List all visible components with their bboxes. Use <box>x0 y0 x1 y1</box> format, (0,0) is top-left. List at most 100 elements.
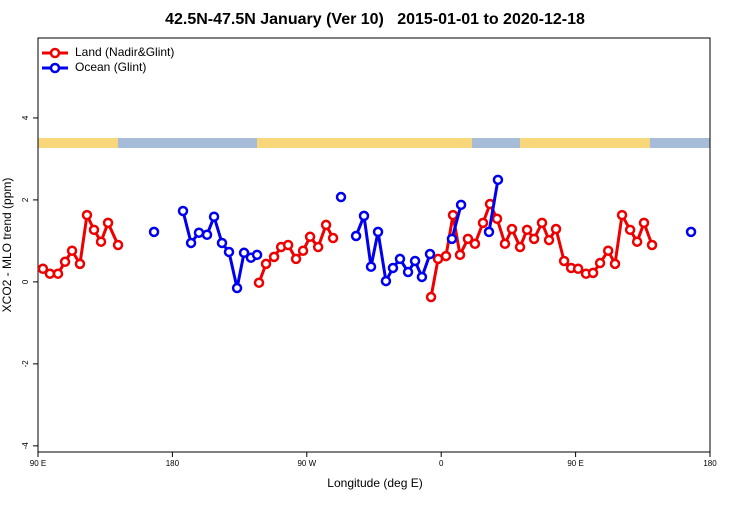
point <box>602 245 614 256</box>
point <box>594 257 606 269</box>
point <box>484 198 496 210</box>
plot-frame <box>37 37 711 453</box>
x-tick-label: 180 <box>166 459 180 468</box>
point <box>297 245 309 256</box>
point <box>492 174 504 186</box>
legend-marker <box>49 47 61 59</box>
land-band <box>38 138 118 148</box>
point <box>335 191 347 203</box>
point <box>327 232 339 244</box>
point <box>402 266 414 278</box>
point <box>416 271 428 283</box>
point <box>112 239 124 251</box>
point <box>558 255 570 267</box>
point <box>37 263 49 275</box>
point <box>491 213 503 225</box>
point <box>514 241 526 253</box>
y-tick-label: 0 <box>21 279 30 284</box>
point <box>646 239 658 251</box>
point <box>282 239 294 251</box>
point <box>543 234 555 246</box>
x-axis-label: Longitude (deg E) <box>327 476 422 490</box>
point <box>193 227 205 238</box>
point <box>440 250 452 262</box>
x-tick-label: 90 W <box>297 459 316 468</box>
point <box>358 210 370 222</box>
point <box>477 217 489 229</box>
point <box>185 237 197 249</box>
y-tick-label: -2 <box>21 360 30 368</box>
point <box>528 233 540 245</box>
point <box>469 238 481 250</box>
land-mask-strip <box>38 138 710 148</box>
point <box>320 219 332 231</box>
point <box>638 217 650 229</box>
point <box>216 237 228 249</box>
point <box>455 199 467 211</box>
point <box>685 226 697 238</box>
point <box>268 251 280 263</box>
point <box>66 245 78 256</box>
point <box>350 230 362 242</box>
point <box>290 253 302 265</box>
x-tick-label: 90 E <box>30 459 46 468</box>
point <box>425 291 437 303</box>
point <box>550 223 562 235</box>
point <box>44 268 56 279</box>
legend-label: Land (Nadir&Glint) <box>75 45 174 59</box>
point <box>380 275 392 287</box>
point <box>52 268 64 279</box>
point <box>536 217 548 229</box>
x-tick-label: 90 E <box>567 459 583 468</box>
series-line <box>42 200 654 298</box>
point <box>231 282 243 294</box>
point <box>148 226 160 238</box>
point <box>304 231 316 243</box>
point <box>312 241 324 253</box>
point <box>483 226 495 238</box>
legend-label: Ocean (Glint) <box>75 60 146 74</box>
legend-marker <box>49 62 61 74</box>
point <box>447 209 459 221</box>
point <box>102 217 114 229</box>
point <box>499 238 511 250</box>
point <box>587 267 599 279</box>
point <box>616 209 628 221</box>
point <box>409 255 421 267</box>
x-tick-label: 0 <box>439 459 444 468</box>
point <box>238 247 250 259</box>
point <box>572 263 584 275</box>
point <box>260 258 272 270</box>
point <box>506 223 518 235</box>
point <box>609 258 621 270</box>
point <box>631 236 643 247</box>
point <box>424 248 436 260</box>
point <box>177 205 189 217</box>
point <box>208 211 220 222</box>
point <box>462 233 474 245</box>
y-axis-label: XCO2 - MLO trend (ppm) <box>0 178 14 313</box>
point <box>365 261 377 272</box>
point <box>81 209 93 221</box>
point <box>88 224 100 236</box>
point <box>201 229 213 241</box>
point <box>624 224 636 236</box>
point <box>387 262 399 274</box>
point <box>521 224 533 236</box>
point <box>454 249 466 261</box>
point <box>223 246 235 258</box>
point <box>74 258 86 270</box>
point <box>95 236 107 247</box>
point <box>251 249 263 261</box>
land-band <box>520 138 650 148</box>
point <box>59 256 71 268</box>
point <box>446 233 458 245</box>
y-tick-label: 4 <box>21 115 30 120</box>
point <box>372 226 384 238</box>
land-band <box>257 138 472 148</box>
point <box>253 277 265 288</box>
y-tick-label: 2 <box>21 197 30 202</box>
chart-title: 42.5N-47.5N January (Ver 10) 2015-01-01 … <box>165 11 585 28</box>
x-tick-label: 180 <box>703 459 717 468</box>
